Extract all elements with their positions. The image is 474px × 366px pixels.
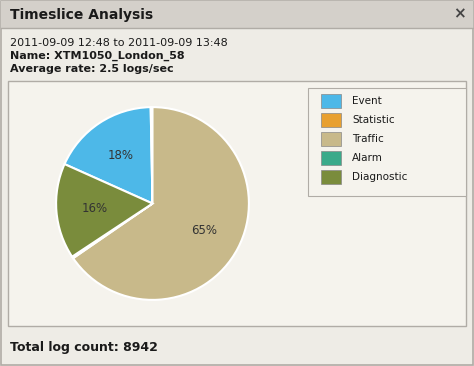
FancyBboxPatch shape <box>8 81 466 326</box>
Text: Alarm: Alarm <box>352 153 383 163</box>
Text: Diagnostic: Diagnostic <box>352 172 408 182</box>
FancyBboxPatch shape <box>308 88 466 196</box>
Text: Traffic: Traffic <box>352 134 384 144</box>
Text: 18%: 18% <box>108 149 134 162</box>
Bar <box>320 132 341 146</box>
Bar <box>320 113 341 127</box>
Wedge shape <box>73 107 249 300</box>
Text: Statistic: Statistic <box>352 115 395 125</box>
Text: Total log count: 8942: Total log count: 8942 <box>10 341 158 355</box>
Text: ×: × <box>453 7 465 22</box>
Wedge shape <box>72 203 153 258</box>
Text: Timeslice Analysis: Timeslice Analysis <box>10 7 153 22</box>
Text: Event: Event <box>352 96 382 106</box>
Text: 2011-09-09 12:48 to 2011-09-09 13:48: 2011-09-09 12:48 to 2011-09-09 13:48 <box>10 38 228 48</box>
Bar <box>320 94 341 108</box>
FancyBboxPatch shape <box>1 1 473 28</box>
Wedge shape <box>64 107 153 203</box>
Text: 65%: 65% <box>191 224 217 237</box>
Text: Name: XTM1050_London_58: Name: XTM1050_London_58 <box>10 51 185 61</box>
Bar <box>320 151 341 165</box>
Wedge shape <box>56 164 153 257</box>
Bar <box>320 169 341 184</box>
Wedge shape <box>151 107 153 203</box>
Text: 16%: 16% <box>82 202 108 215</box>
Text: Average rate: 2.5 logs/sec: Average rate: 2.5 logs/sec <box>10 64 173 74</box>
